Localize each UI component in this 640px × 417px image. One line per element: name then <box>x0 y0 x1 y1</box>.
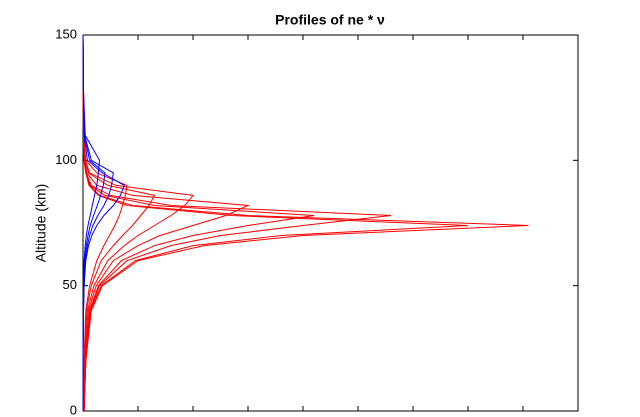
y-tick-label: 100 <box>55 152 77 167</box>
plot-frame <box>82 34 579 412</box>
profile-line <box>82 34 392 412</box>
profile-line <box>82 34 101 411</box>
profile-line <box>82 34 128 412</box>
profile-line <box>82 34 529 412</box>
profile-line <box>82 34 250 412</box>
profile-line <box>82 34 315 412</box>
y-axis-label: Altitude (km) <box>33 184 49 263</box>
profile-line <box>82 34 194 412</box>
profile-line <box>82 34 125 411</box>
y-tick-label: 150 <box>55 26 77 41</box>
y-tick-label: 50 <box>63 277 77 292</box>
y-tick-label: 0 <box>70 402 77 417</box>
profile-line <box>82 34 156 412</box>
profile-line <box>82 34 469 412</box>
chart-title: Profiles of ne * ν <box>275 12 385 28</box>
